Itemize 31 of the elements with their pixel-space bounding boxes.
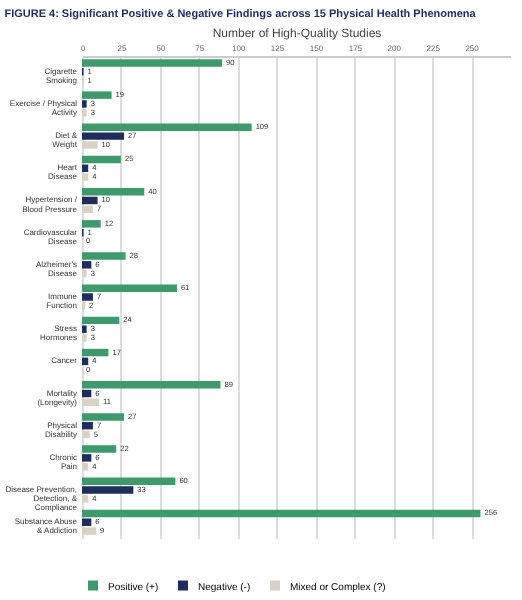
bar — [82, 486, 134, 494]
bar — [82, 173, 89, 181]
bar — [82, 380, 221, 389]
bar — [82, 518, 92, 526]
bar — [82, 389, 92, 398]
bar — [82, 252, 126, 260]
bar — [82, 155, 121, 164]
bar — [82, 59, 223, 67]
bar — [82, 509, 481, 518]
bar — [82, 132, 125, 140]
bar — [82, 445, 117, 453]
bar — [82, 316, 120, 325]
bar — [82, 477, 176, 485]
bar — [82, 196, 98, 205]
bar — [82, 454, 92, 462]
bar — [82, 421, 93, 430]
bar — [82, 187, 145, 196]
bar — [82, 293, 93, 301]
bar — [82, 495, 89, 503]
bar — [82, 91, 112, 99]
bar — [82, 284, 177, 292]
bar — [82, 261, 92, 269]
bar — [82, 205, 93, 214]
bar — [82, 220, 101, 228]
bar — [82, 123, 252, 132]
bar — [82, 398, 100, 407]
bar — [82, 413, 125, 421]
bar — [82, 348, 109, 357]
bar — [82, 430, 90, 439]
bar — [82, 527, 97, 535]
bar — [82, 141, 98, 149]
